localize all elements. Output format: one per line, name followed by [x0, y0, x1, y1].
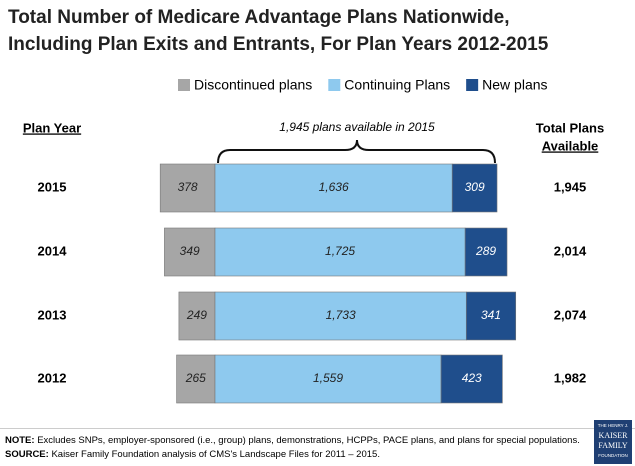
value-label: 309 [465, 180, 485, 194]
value-label: 378 [178, 180, 198, 194]
bar-segment [451, 163, 498, 213]
note-text: Excludes SNPs, employer-sponsored (i.e.,… [35, 435, 580, 446]
value-label: 265 [185, 371, 206, 385]
logo-text: FAMILY [598, 441, 627, 450]
annotation: 1,945 plans available in 2015 [279, 120, 435, 134]
bar-segment [164, 227, 216, 277]
legend-label: Discontinued plans [194, 77, 312, 93]
value-label: 341 [481, 308, 501, 322]
total-label: 2,074 [554, 307, 587, 322]
bar-segment [464, 227, 508, 277]
logo-text: FOUNDATION [598, 453, 627, 458]
category-label: 2015 [38, 179, 67, 194]
bar-segment [176, 354, 216, 404]
bar-segment [214, 163, 453, 213]
note-label: NOTE: [5, 435, 35, 446]
value-label: 1,733 [326, 308, 356, 322]
bar-segment [440, 354, 503, 404]
bar-segment [159, 163, 216, 213]
source-text: Kaiser Family Foundation analysis of CMS… [49, 449, 380, 460]
legend-swatch [328, 79, 341, 91]
category-header: Plan Year [23, 120, 81, 135]
total-label: 2,014 [554, 243, 587, 258]
legend-swatch [178, 79, 190, 91]
bar-segment [465, 291, 517, 341]
legend-label: New plans [482, 77, 547, 93]
total-label: 1,982 [554, 370, 587, 385]
value-label: 249 [186, 308, 207, 322]
bar-segment [178, 291, 216, 341]
total-label: 1,945 [554, 179, 587, 194]
legend-swatch [466, 79, 479, 91]
value-label: 289 [475, 244, 496, 258]
source: SOURCE: Kaiser Family Foundation analysi… [5, 449, 380, 460]
chart-title: Total Number of Medicare Advantage Plans… [8, 7, 509, 28]
logo [594, 420, 632, 464]
bar-segment [214, 291, 467, 341]
chart-title: Including Plan Exits and Entrants, For P… [8, 34, 549, 55]
total-header: Total Plans [536, 120, 604, 135]
source-label: SOURCE: [5, 449, 49, 460]
logo-text: THE HENRY J. [598, 423, 629, 428]
value-label: 349 [180, 244, 200, 258]
note: NOTE: Excludes SNPs, employer-sponsored … [5, 435, 580, 446]
value-label: 1,636 [319, 180, 349, 194]
total-header: Available [542, 138, 599, 153]
divider [0, 428, 635, 429]
category-label: 2013 [38, 307, 67, 322]
legend-label: Continuing Plans [344, 77, 450, 93]
bar-segment [214, 227, 466, 277]
value-label: 423 [462, 371, 482, 385]
brace [217, 139, 496, 164]
category-label: 2014 [38, 243, 68, 258]
category-label: 2012 [38, 370, 67, 385]
logo-text: KAISER [599, 431, 629, 440]
bar-segment [214, 354, 442, 404]
value-label: 1,725 [325, 244, 355, 258]
value-label: 1,559 [313, 371, 343, 385]
